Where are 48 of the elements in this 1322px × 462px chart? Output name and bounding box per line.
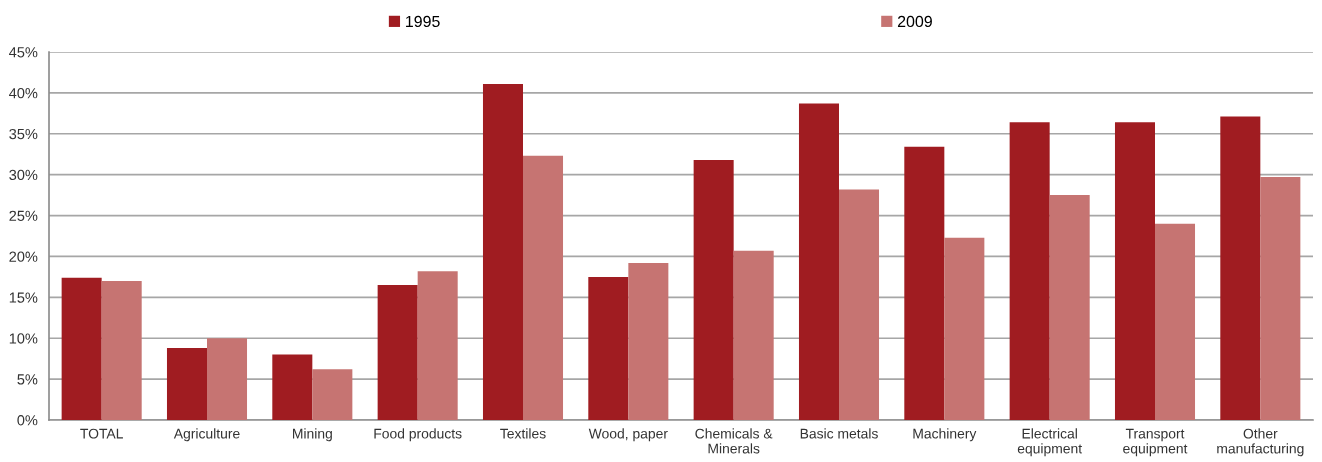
- y-tick-label: 25%: [9, 210, 38, 221]
- y-tick-label: 0%: [17, 415, 38, 426]
- y-tick-label: 35%: [9, 128, 38, 140]
- bar: [1049, 195, 1090, 420]
- bar: [904, 146, 945, 420]
- legend-label: 1995: [406, 15, 440, 28]
- bar: [482, 83, 523, 420]
- bar: [1009, 122, 1050, 420]
- y-tick-label: 20%: [9, 251, 38, 262]
- y-tick-label: 15%: [9, 292, 38, 303]
- bar: [1220, 116, 1261, 420]
- x-tick-label: Wood, paper: [588, 428, 668, 442]
- x-tick-label: Basic metals: [800, 428, 878, 439]
- bar: [207, 338, 248, 420]
- bar: [61, 277, 102, 420]
- bar: [628, 262, 669, 420]
- x-tick-label: Electrical equipment: [1017, 428, 1082, 457]
- bar: [312, 369, 353, 420]
- legend-label: 2009: [897, 15, 932, 28]
- y-tick-label: 45%: [9, 47, 38, 58]
- bar: [272, 354, 313, 420]
- x-tick-label: Chemicals & Minerals: [695, 428, 773, 454]
- x-tick-label: Food products: [374, 428, 462, 442]
- x-tick-label: Machinery: [913, 428, 977, 442]
- y-tick-label: 40%: [9, 87, 38, 99]
- y-tick-label: 10%: [9, 333, 38, 344]
- bar: [101, 280, 142, 420]
- x-tick-label: Textiles: [500, 428, 546, 439]
- bar: [417, 271, 458, 420]
- bar: [523, 155, 564, 420]
- bar: [588, 276, 629, 420]
- y-tick-label: 30%: [9, 169, 38, 181]
- x-tick-label: Agriculture: [173, 428, 240, 442]
- bar: [944, 237, 985, 420]
- x-tick-label: Mining: [293, 428, 332, 442]
- x-tick-label: TOTAL: [80, 428, 123, 439]
- x-tick-label: Other manufacturing: [1217, 428, 1304, 457]
- bar: [693, 159, 734, 420]
- y-tick-label: 5%: [17, 374, 38, 385]
- bar: [798, 103, 839, 420]
- x-tick-label: Transport equipment: [1123, 428, 1188, 457]
- bar: [166, 348, 207, 420]
- bar: [377, 285, 418, 420]
- bar: [1260, 177, 1301, 420]
- bar: [839, 189, 880, 420]
- bar: [733, 250, 774, 420]
- bar: [1114, 122, 1155, 420]
- bar: [1155, 223, 1196, 420]
